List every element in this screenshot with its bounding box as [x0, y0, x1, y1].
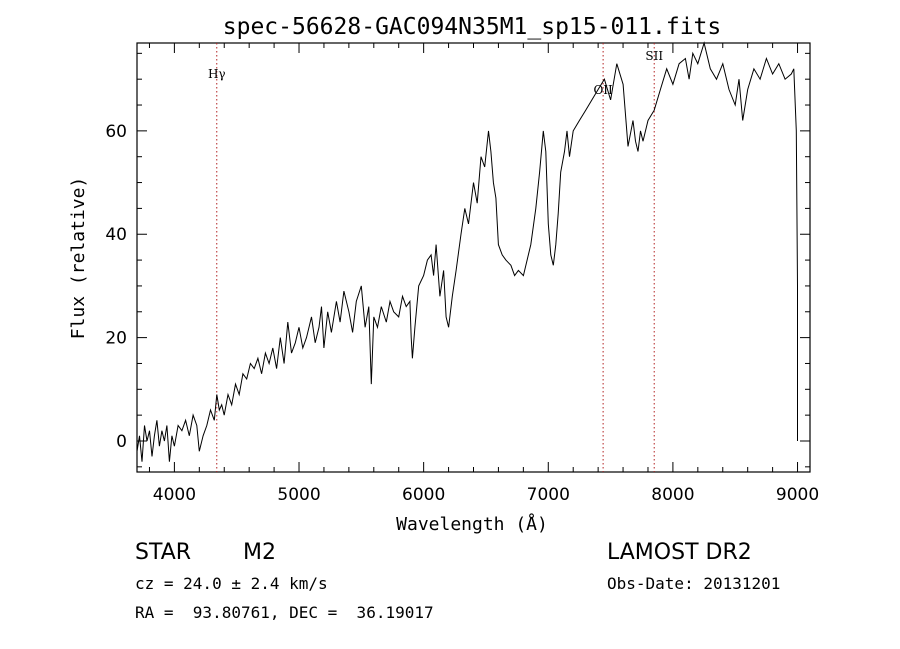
y-tick-label: 0: [116, 432, 127, 452]
survey-label: LAMOST DR2: [607, 540, 752, 565]
plot-frame: [136, 42, 811, 473]
y-tick-label: 40: [105, 225, 127, 245]
redshift-cz: cz = 24.0 ± 2.4 km/s: [135, 574, 328, 593]
y-tick-label: 20: [105, 329, 127, 349]
y-axis-label: Flux (relative): [68, 177, 89, 340]
x-tick-label: 8000: [651, 485, 694, 505]
object-class: STAR: [135, 540, 192, 565]
coordinates: RA = 93.80761, DEC = 36.19017: [135, 603, 434, 622]
x-axis-label: Wavelength (Å): [396, 513, 548, 535]
line-annotations: Hγ OII SII: [208, 43, 663, 472]
y-tick-label: 60: [105, 122, 127, 142]
object-subclass: M2: [243, 540, 276, 565]
x-tick-label: 7000: [527, 485, 570, 505]
x-tick-label: 6000: [402, 485, 445, 505]
observation-date: Obs-Date: 20131201: [607, 574, 781, 593]
line-label: OII: [593, 83, 613, 97]
x-tick-label: 4000: [153, 485, 196, 505]
line-label: SII: [645, 49, 663, 63]
chart-title: spec-56628-GAC094N35M1_sp15-011.fits: [223, 14, 722, 40]
x-axis: 4000 5000 6000 7000 8000 9000: [148, 43, 819, 505]
x-tick-label: 5000: [277, 485, 320, 505]
spectrum-line: [136, 41, 798, 462]
line-label: Hγ: [208, 67, 226, 81]
x-tick-label: 9000: [776, 485, 819, 505]
y-axis: 0 20 40 60: [105, 52, 810, 468]
